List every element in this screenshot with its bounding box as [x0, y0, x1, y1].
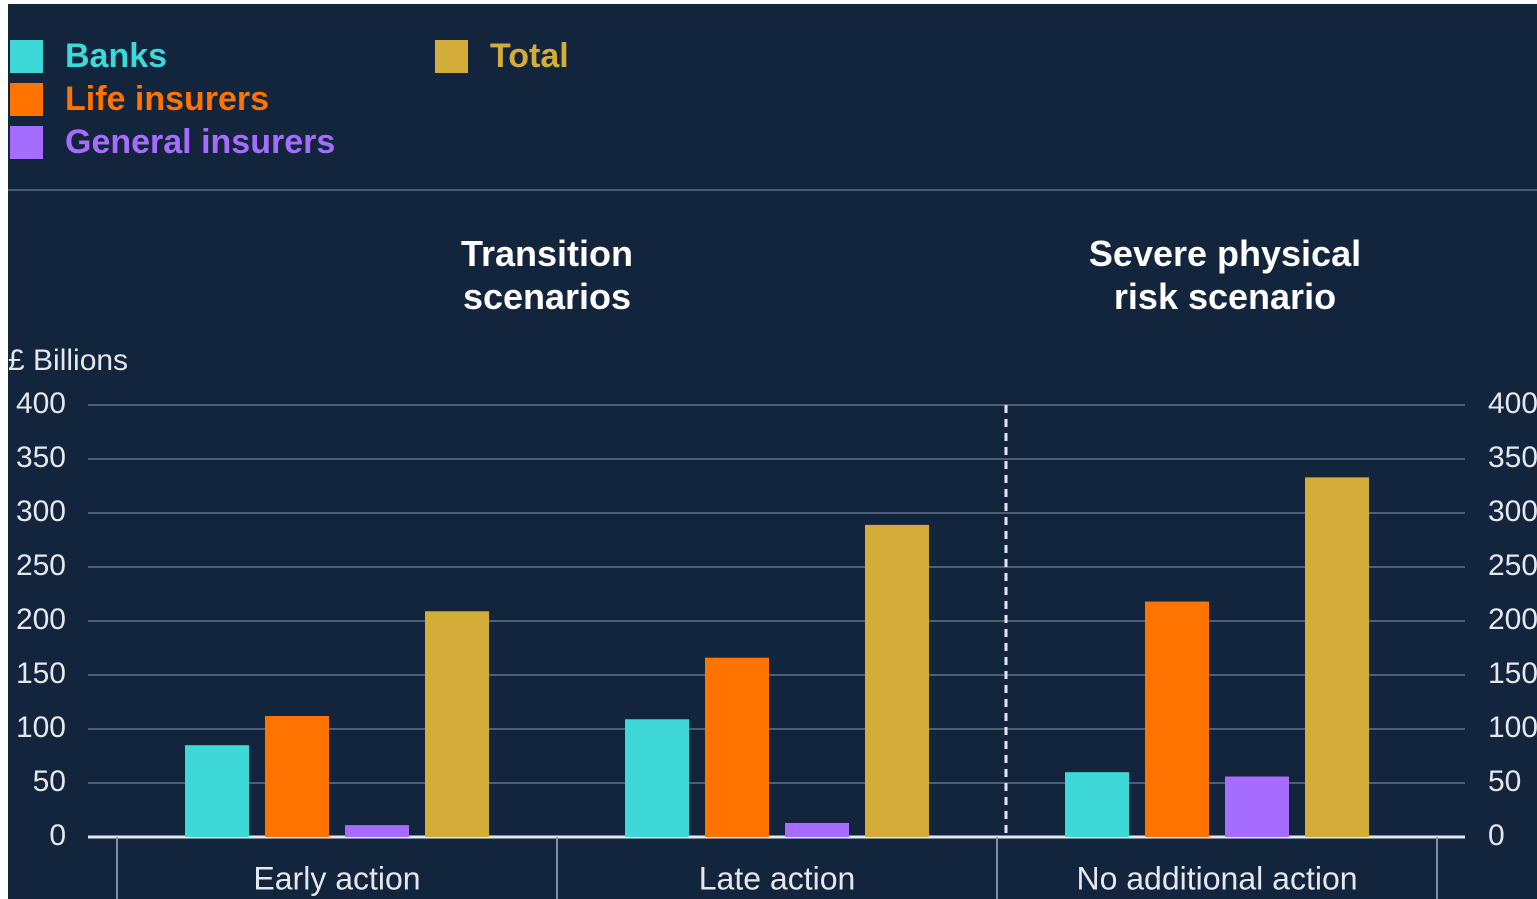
bar: [185, 745, 249, 837]
legend-swatch: [10, 40, 43, 73]
legend-item: Banks: [10, 37, 167, 76]
y-tick-label: 150: [16, 657, 66, 690]
x-tick-label: No additional action: [1076, 860, 1357, 896]
y2-tick-label: 100: [1488, 711, 1537, 744]
legend-item: General insurers: [10, 123, 335, 162]
y2-tick-label: 150: [1488, 657, 1537, 690]
bar: [1145, 601, 1209, 837]
bar: [1225, 776, 1289, 837]
y2-tick-label: 0: [1488, 819, 1505, 852]
legend-swatch: [10, 126, 43, 159]
legend-item: Total: [435, 37, 569, 76]
bar: [345, 825, 409, 837]
x-tick-label: Early action: [253, 860, 420, 896]
y-tick-label: 250: [16, 549, 66, 582]
bar: [705, 657, 769, 837]
y-tick-label: 50: [33, 765, 66, 798]
bar: [265, 716, 329, 837]
legend-swatch: [435, 40, 468, 73]
x-tick-label: Late action: [699, 860, 856, 896]
group-label: Transition scenarios: [460, 233, 634, 317]
y-tick-label: 300: [16, 495, 66, 528]
y2-tick-label: 200: [1488, 603, 1537, 636]
group-label: Severe physical risk scenario: [1088, 233, 1362, 317]
y2-tick-label: 250: [1488, 549, 1537, 582]
bar: [865, 524, 929, 837]
legend-swatch: [10, 83, 43, 116]
bar: [1065, 772, 1129, 837]
y-tick-label: 200: [16, 603, 66, 636]
bar: [1305, 477, 1369, 837]
y-tick-label: 0: [49, 819, 66, 852]
bar: [425, 611, 489, 837]
y-tick-label: 400: [16, 387, 66, 420]
bar: [625, 719, 689, 837]
y2-tick-label: 300: [1488, 495, 1537, 528]
bar: [785, 822, 849, 837]
y2-tick-label: 50: [1488, 765, 1521, 798]
y-axis-label: £ Billions: [8, 344, 128, 377]
y2-tick-label: 350: [1488, 441, 1537, 474]
legend-label: General insurers: [65, 123, 336, 161]
legend-label: Banks: [65, 37, 168, 75]
plot: £ Billions 0 0 50 50 100 100 150 150 200 200 250 250…: [8, 189, 1537, 899]
y-tick-label: 350: [16, 441, 66, 474]
legend-label: Total: [490, 37, 569, 75]
legend-item: Life insurers: [10, 80, 269, 119]
y-tick-label: 100: [16, 711, 66, 744]
y2-tick-label: 400: [1488, 387, 1537, 420]
legend-label: Life insurers: [65, 80, 270, 118]
chart: £ Billions 0 0 50 50 100 100 150 150 200 200 250 250…: [8, 4, 1537, 899]
